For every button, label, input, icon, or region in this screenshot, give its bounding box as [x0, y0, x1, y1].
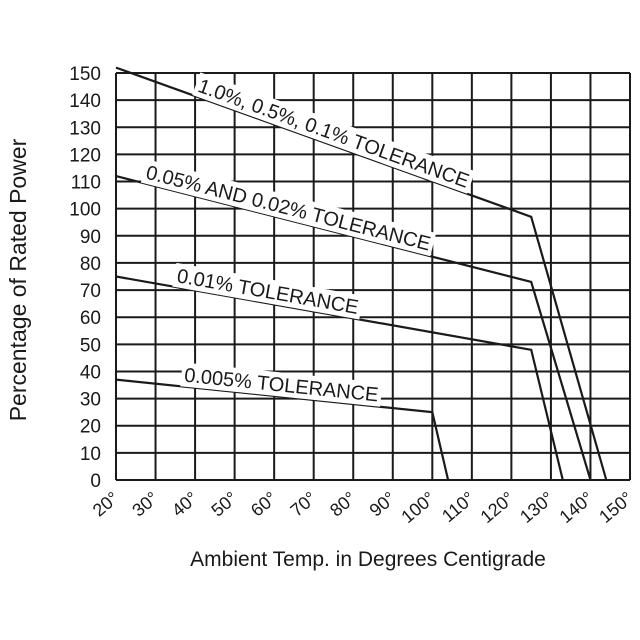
x-tick-label: 60° — [247, 488, 281, 521]
x-axis-title: Ambient Temp. in Degrees Centigrade — [190, 548, 546, 571]
series-label-group: 0.01% TOLERANCE — [172, 262, 364, 320]
x-tick-label: 90° — [366, 488, 400, 521]
series-line — [115, 378, 450, 481]
y-tick-label: 90 — [80, 227, 101, 248]
x-tick-label: 100° — [397, 488, 438, 527]
x-tick-label: 140° — [556, 488, 597, 527]
x-tick-label: 150° — [595, 488, 636, 527]
x-tick-label: 120° — [477, 488, 518, 527]
x-tick-label: 70° — [287, 488, 321, 521]
series-line — [115, 66, 608, 481]
x-tick-label: 20° — [89, 488, 123, 521]
y-tick-label: 120 — [69, 145, 101, 166]
x-tick-label: 80° — [326, 488, 360, 521]
y-axis-ticks: 0 10 20 30 40 50 60 70 80 90 100 110 120 130 140 150 — [69, 64, 101, 492]
y-tick-label: 110 — [71, 173, 101, 194]
series-label: 1.0%, 0.5%, 0.1% TOLERANCE — [195, 75, 472, 192]
x-axis-ticks: 20° 30° 40° 50° 60° 70° 80° 90°100° 110°120°130°… — [89, 488, 637, 527]
y-tick-label: 70 — [80, 281, 101, 302]
x-tick-label: 50° — [207, 488, 241, 521]
y-tick-label: 0 — [90, 471, 101, 492]
y-tick-label: 50 — [80, 335, 101, 356]
series-label-group: 0.005% TOLERANCE — [180, 362, 383, 407]
y-tick-label: 10 — [80, 444, 101, 465]
y-tick-label: 140 — [69, 91, 101, 112]
x-tick-label: 40° — [168, 488, 202, 521]
y-axis-title: Percentage of Rated Power — [5, 138, 31, 421]
label-halo — [140, 159, 437, 257]
y-tick-label: 30 — [80, 390, 101, 411]
label-halo — [180, 362, 383, 407]
x-tick-label: 30° — [128, 488, 162, 521]
y-tick-label: 20 — [80, 417, 101, 438]
y-tick-label: 60 — [80, 308, 101, 329]
y-tick-label: 150 — [69, 64, 101, 85]
x-tick-label: 110° — [438, 488, 478, 526]
label-halo — [172, 262, 364, 320]
label-halo — [192, 72, 476, 194]
y-tick-label: 130 — [69, 118, 101, 139]
y-tick-label: 40 — [80, 362, 101, 383]
y-tick-label: 80 — [80, 254, 101, 275]
y-tick-label: 100 — [69, 200, 101, 221]
x-tick-label: 130° — [516, 488, 557, 527]
